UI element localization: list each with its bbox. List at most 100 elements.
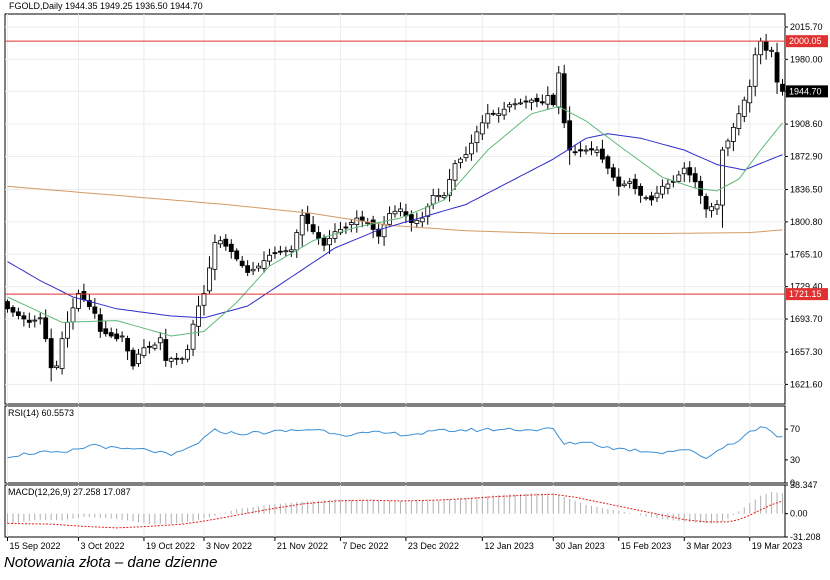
level-label: 2000.05 [789, 36, 822, 46]
candle [578, 142, 583, 158]
candle [660, 179, 665, 199]
candle-body [747, 86, 753, 104]
candle-body [272, 252, 278, 255]
candle [627, 178, 633, 189]
candle [676, 170, 682, 184]
candle-body [730, 126, 736, 142]
candle [414, 212, 420, 228]
candle-body [196, 305, 201, 327]
candle-body [245, 265, 251, 273]
candle [376, 221, 382, 244]
candle-body [518, 102, 523, 105]
candle [730, 122, 736, 152]
price-y-tick-label: 1800.80 [790, 217, 823, 227]
candle [703, 193, 709, 218]
level-tag [786, 35, 828, 48]
candle [190, 319, 196, 357]
candle-body [714, 204, 720, 210]
candle [152, 342, 158, 351]
candle [605, 154, 611, 175]
candle-body [709, 206, 714, 212]
ma-mid-line [7, 133, 783, 319]
candle-body [97, 314, 103, 332]
candle [681, 162, 687, 183]
candle-body [616, 176, 622, 187]
candle [572, 144, 578, 156]
candle-body [436, 194, 442, 198]
candle-body [725, 140, 731, 149]
candle [594, 146, 600, 157]
candle-body [59, 338, 65, 369]
x-tick-label: 21 Nov 2022 [277, 541, 328, 551]
candle-body [539, 101, 545, 104]
candle-body [599, 148, 605, 160]
candle-body [638, 185, 643, 196]
candle [76, 289, 81, 312]
candle [245, 260, 251, 277]
candle [387, 206, 392, 227]
candle [10, 305, 16, 317]
candle-body [217, 240, 223, 245]
candle-body [114, 333, 120, 340]
candle-body [294, 232, 300, 251]
candle-body [174, 357, 180, 360]
candle [267, 248, 272, 266]
candle [452, 159, 458, 190]
candle [343, 222, 349, 234]
candle-body [643, 197, 649, 200]
macd-y-tick-label: 38.347 [790, 480, 818, 490]
price-y-tick-label: 1621.60 [790, 379, 823, 389]
candle-body [119, 335, 125, 338]
candle-body [752, 54, 758, 87]
candle-body [43, 317, 49, 340]
candle [632, 173, 638, 195]
current-price-label: 1944.70 [789, 86, 822, 96]
candle-body [283, 250, 289, 253]
candle-body [501, 108, 507, 116]
candle [649, 191, 654, 206]
candle-body [741, 99, 747, 117]
candle [256, 262, 261, 272]
candle-body [763, 41, 769, 51]
candle-body [130, 349, 136, 367]
candle [747, 79, 753, 113]
x-tick-label: 7 Dec 2022 [342, 541, 388, 551]
candle-body [545, 95, 551, 105]
candle [48, 328, 54, 382]
candle [108, 327, 114, 338]
candle-body [92, 306, 98, 314]
x-tick-label: 3 Oct 2022 [80, 541, 124, 551]
candle [550, 93, 556, 107]
candle [490, 109, 496, 116]
candle-body [152, 344, 158, 349]
candle [392, 205, 398, 218]
rsi-y-tick-label: 0 [790, 478, 795, 488]
candle-body [578, 149, 583, 152]
candle-body [392, 210, 398, 215]
candle-body [147, 345, 152, 348]
candle-body [692, 173, 698, 183]
candle [250, 261, 256, 276]
candle-body [621, 183, 627, 187]
candle-body [441, 194, 447, 199]
macd-y-tick-label: 0.00 [790, 509, 808, 519]
candle [277, 245, 283, 256]
candle-body [365, 222, 371, 225]
candle [207, 256, 212, 295]
x-tick-label: 3 Nov 2022 [206, 541, 252, 551]
x-tick-label: 15 Sep 2022 [10, 541, 61, 551]
candle-body [780, 83, 785, 92]
price-y-tick-label: 1657.30 [790, 347, 823, 357]
candle [223, 234, 229, 251]
candle-body [234, 250, 240, 260]
candle [741, 96, 747, 123]
candle [179, 356, 185, 365]
candle [518, 98, 523, 105]
x-tick-label: 30 Jan 2023 [555, 541, 605, 551]
candle [512, 98, 518, 110]
candle-body [703, 196, 709, 210]
candle [736, 105, 742, 136]
candle [130, 347, 136, 370]
candle-body [81, 291, 87, 301]
candle [354, 210, 360, 233]
